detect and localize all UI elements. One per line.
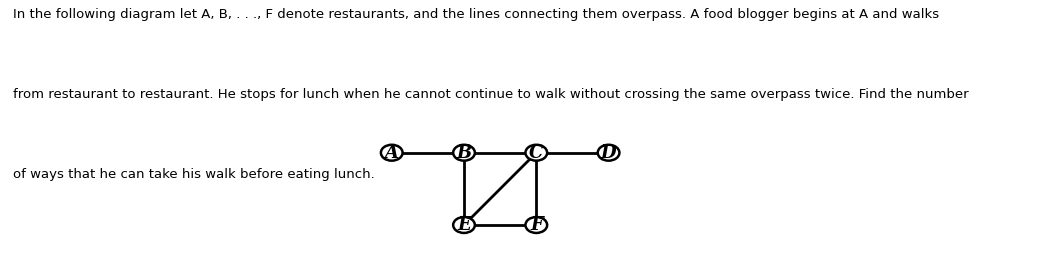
Text: C: C xyxy=(529,144,544,162)
Ellipse shape xyxy=(453,145,475,161)
Text: D: D xyxy=(601,144,617,162)
Ellipse shape xyxy=(525,145,547,161)
Ellipse shape xyxy=(598,145,619,161)
Text: E: E xyxy=(457,216,471,234)
Ellipse shape xyxy=(381,145,402,161)
Ellipse shape xyxy=(525,217,547,233)
Ellipse shape xyxy=(453,217,475,233)
Text: F: F xyxy=(530,216,543,234)
Text: A: A xyxy=(384,144,399,162)
Text: from restaurant to restaurant. He stops for lunch when he cannot continue to wal: from restaurant to restaurant. He stops … xyxy=(13,88,968,101)
Text: In the following diagram let A, B, . . ., F denote restaurants, and the lines co: In the following diagram let A, B, . . .… xyxy=(13,8,939,21)
Text: of ways that he can take his walk before eating lunch.: of ways that he can take his walk before… xyxy=(13,168,374,181)
Text: B: B xyxy=(456,144,472,162)
